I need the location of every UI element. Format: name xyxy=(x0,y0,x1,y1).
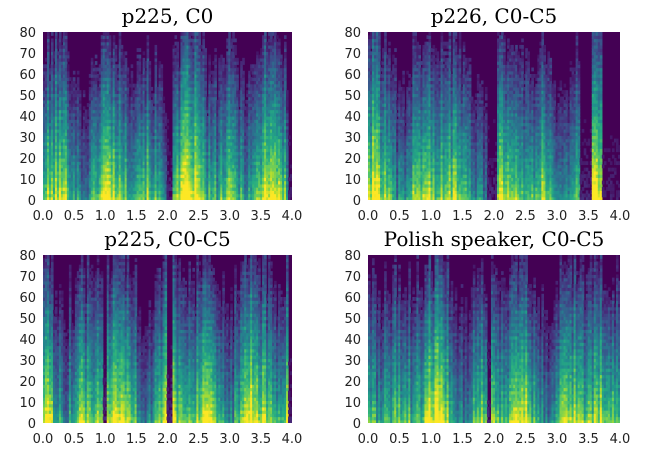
x-tick-label: 0.0 xyxy=(33,432,54,447)
x-tick-label: 1.5 xyxy=(452,432,473,447)
x-tick-label: 3.0 xyxy=(219,432,240,447)
y-tick-label: 60 xyxy=(19,68,36,83)
x-tick-label: 0.0 xyxy=(358,209,379,224)
x-tick-label: 3.5 xyxy=(578,432,599,447)
y-tick-label: 80 xyxy=(344,26,361,41)
y-tick-label: 10 xyxy=(19,396,36,411)
y-tick-label: 0 xyxy=(353,194,361,209)
x-tick-label: 3.5 xyxy=(251,209,272,224)
x-tick-label: 1.0 xyxy=(421,432,442,447)
y-tick-label: 30 xyxy=(19,354,36,369)
y-tick-label: 70 xyxy=(344,47,361,62)
y-tick-label: 20 xyxy=(344,152,361,167)
spectrogram-cells xyxy=(368,32,620,200)
y-tick-label: 50 xyxy=(344,89,361,104)
y-tick-label: 50 xyxy=(19,312,36,327)
x-tick-label: 4.0 xyxy=(610,209,631,224)
x-tick-label: 0.5 xyxy=(64,209,85,224)
y-tick-label: 0 xyxy=(28,194,36,209)
x-tick-label: 1.0 xyxy=(421,209,442,224)
x-tick-label: 4.0 xyxy=(282,209,303,224)
spectrogram-cells xyxy=(43,32,292,200)
y-tick-label: 40 xyxy=(344,110,361,125)
y-tick-label: 30 xyxy=(19,131,36,146)
panel-1: p225, C0 0.0 0.5 1.0 1.5 2.0 2.5 3.0 3.5 4.0 0 10 20… xyxy=(19,4,302,224)
x-tick-label: 3.0 xyxy=(547,432,568,447)
x-tick-label: 2.0 xyxy=(484,209,505,224)
x-tick-label: 3.0 xyxy=(547,209,568,224)
x-tick-label: 4.0 xyxy=(610,432,631,447)
y-tick-label: 30 xyxy=(344,354,361,369)
x-tick-label: 3.5 xyxy=(578,209,599,224)
panel-title: p225, C0 xyxy=(122,4,214,28)
x-tick-label: 4.0 xyxy=(282,432,303,447)
x-tick-label: 0.5 xyxy=(64,432,85,447)
x-tick-label: 1.0 xyxy=(95,432,116,447)
x-tick-label: 2.5 xyxy=(515,209,536,224)
x-tick-label: 1.5 xyxy=(126,432,147,447)
y-tick-label: 40 xyxy=(344,333,361,348)
x-tick-label: 1.0 xyxy=(95,209,116,224)
x-tick-label: 2.5 xyxy=(188,209,209,224)
x-tick-label: 1.5 xyxy=(126,209,147,224)
x-tick-label: 2.5 xyxy=(188,432,209,447)
panel-4: Polish speaker, C0-C5 0.0 0.5 1.0 1.5 2.0 2.5 3… xyxy=(344,227,630,447)
y-tick-label: 40 xyxy=(19,110,36,125)
y-tick-label: 50 xyxy=(19,89,36,104)
panel-3: p225, C0-C5 0.0 0.5 1.0 1.5 2.0 2.5 3.0 3.5 4.0 0 1… xyxy=(19,227,302,447)
x-tick-label: 0.5 xyxy=(389,209,410,224)
y-tick-label: 60 xyxy=(344,291,361,306)
y-tick-label: 10 xyxy=(19,173,36,188)
x-tick-label: 3.0 xyxy=(219,209,240,224)
x-tick-label: 2.0 xyxy=(157,432,178,447)
panel-2: p226, C0-C5 0.0 0.5 1.0 1.5 2.0 2.5 3.0 3.5 4.0 0 1… xyxy=(344,4,630,224)
y-tick-label: 80 xyxy=(19,249,36,264)
y-tick-label: 70 xyxy=(19,270,36,285)
panel-title: p225, C0-C5 xyxy=(104,227,231,251)
x-tick-label: 2.5 xyxy=(515,432,536,447)
y-tick-label: 20 xyxy=(19,152,36,167)
y-tick-label: 0 xyxy=(28,417,36,432)
x-tick-label: 1.5 xyxy=(452,209,473,224)
spectrogram-cells xyxy=(43,255,292,423)
y-tick-label: 30 xyxy=(344,131,361,146)
x-tick-label: 2.0 xyxy=(157,209,178,224)
y-tick-label: 70 xyxy=(344,270,361,285)
y-tick-label: 20 xyxy=(344,375,361,390)
x-tick-label: 0.0 xyxy=(33,209,54,224)
x-tick-label: 2.0 xyxy=(484,432,505,447)
y-tick-label: 0 xyxy=(353,417,361,432)
y-tick-label: 50 xyxy=(344,312,361,327)
x-tick-label: 0.0 xyxy=(358,432,379,447)
y-tick-label: 80 xyxy=(344,249,361,264)
y-tick-label: 10 xyxy=(344,396,361,411)
y-tick-label: 70 xyxy=(19,47,36,62)
y-tick-label: 10 xyxy=(344,173,361,188)
x-tick-label: 3.5 xyxy=(251,432,272,447)
panel-title: Polish speaker, C0-C5 xyxy=(384,227,605,251)
y-tick-label: 40 xyxy=(19,333,36,348)
y-tick-label: 60 xyxy=(19,291,36,306)
y-tick-label: 80 xyxy=(19,26,36,41)
panel-title: p226, C0-C5 xyxy=(431,4,558,28)
y-tick-label: 60 xyxy=(344,68,361,83)
x-tick-label: 0.5 xyxy=(389,432,410,447)
spectrogram-cells xyxy=(368,255,620,423)
y-tick-label: 20 xyxy=(19,375,36,390)
